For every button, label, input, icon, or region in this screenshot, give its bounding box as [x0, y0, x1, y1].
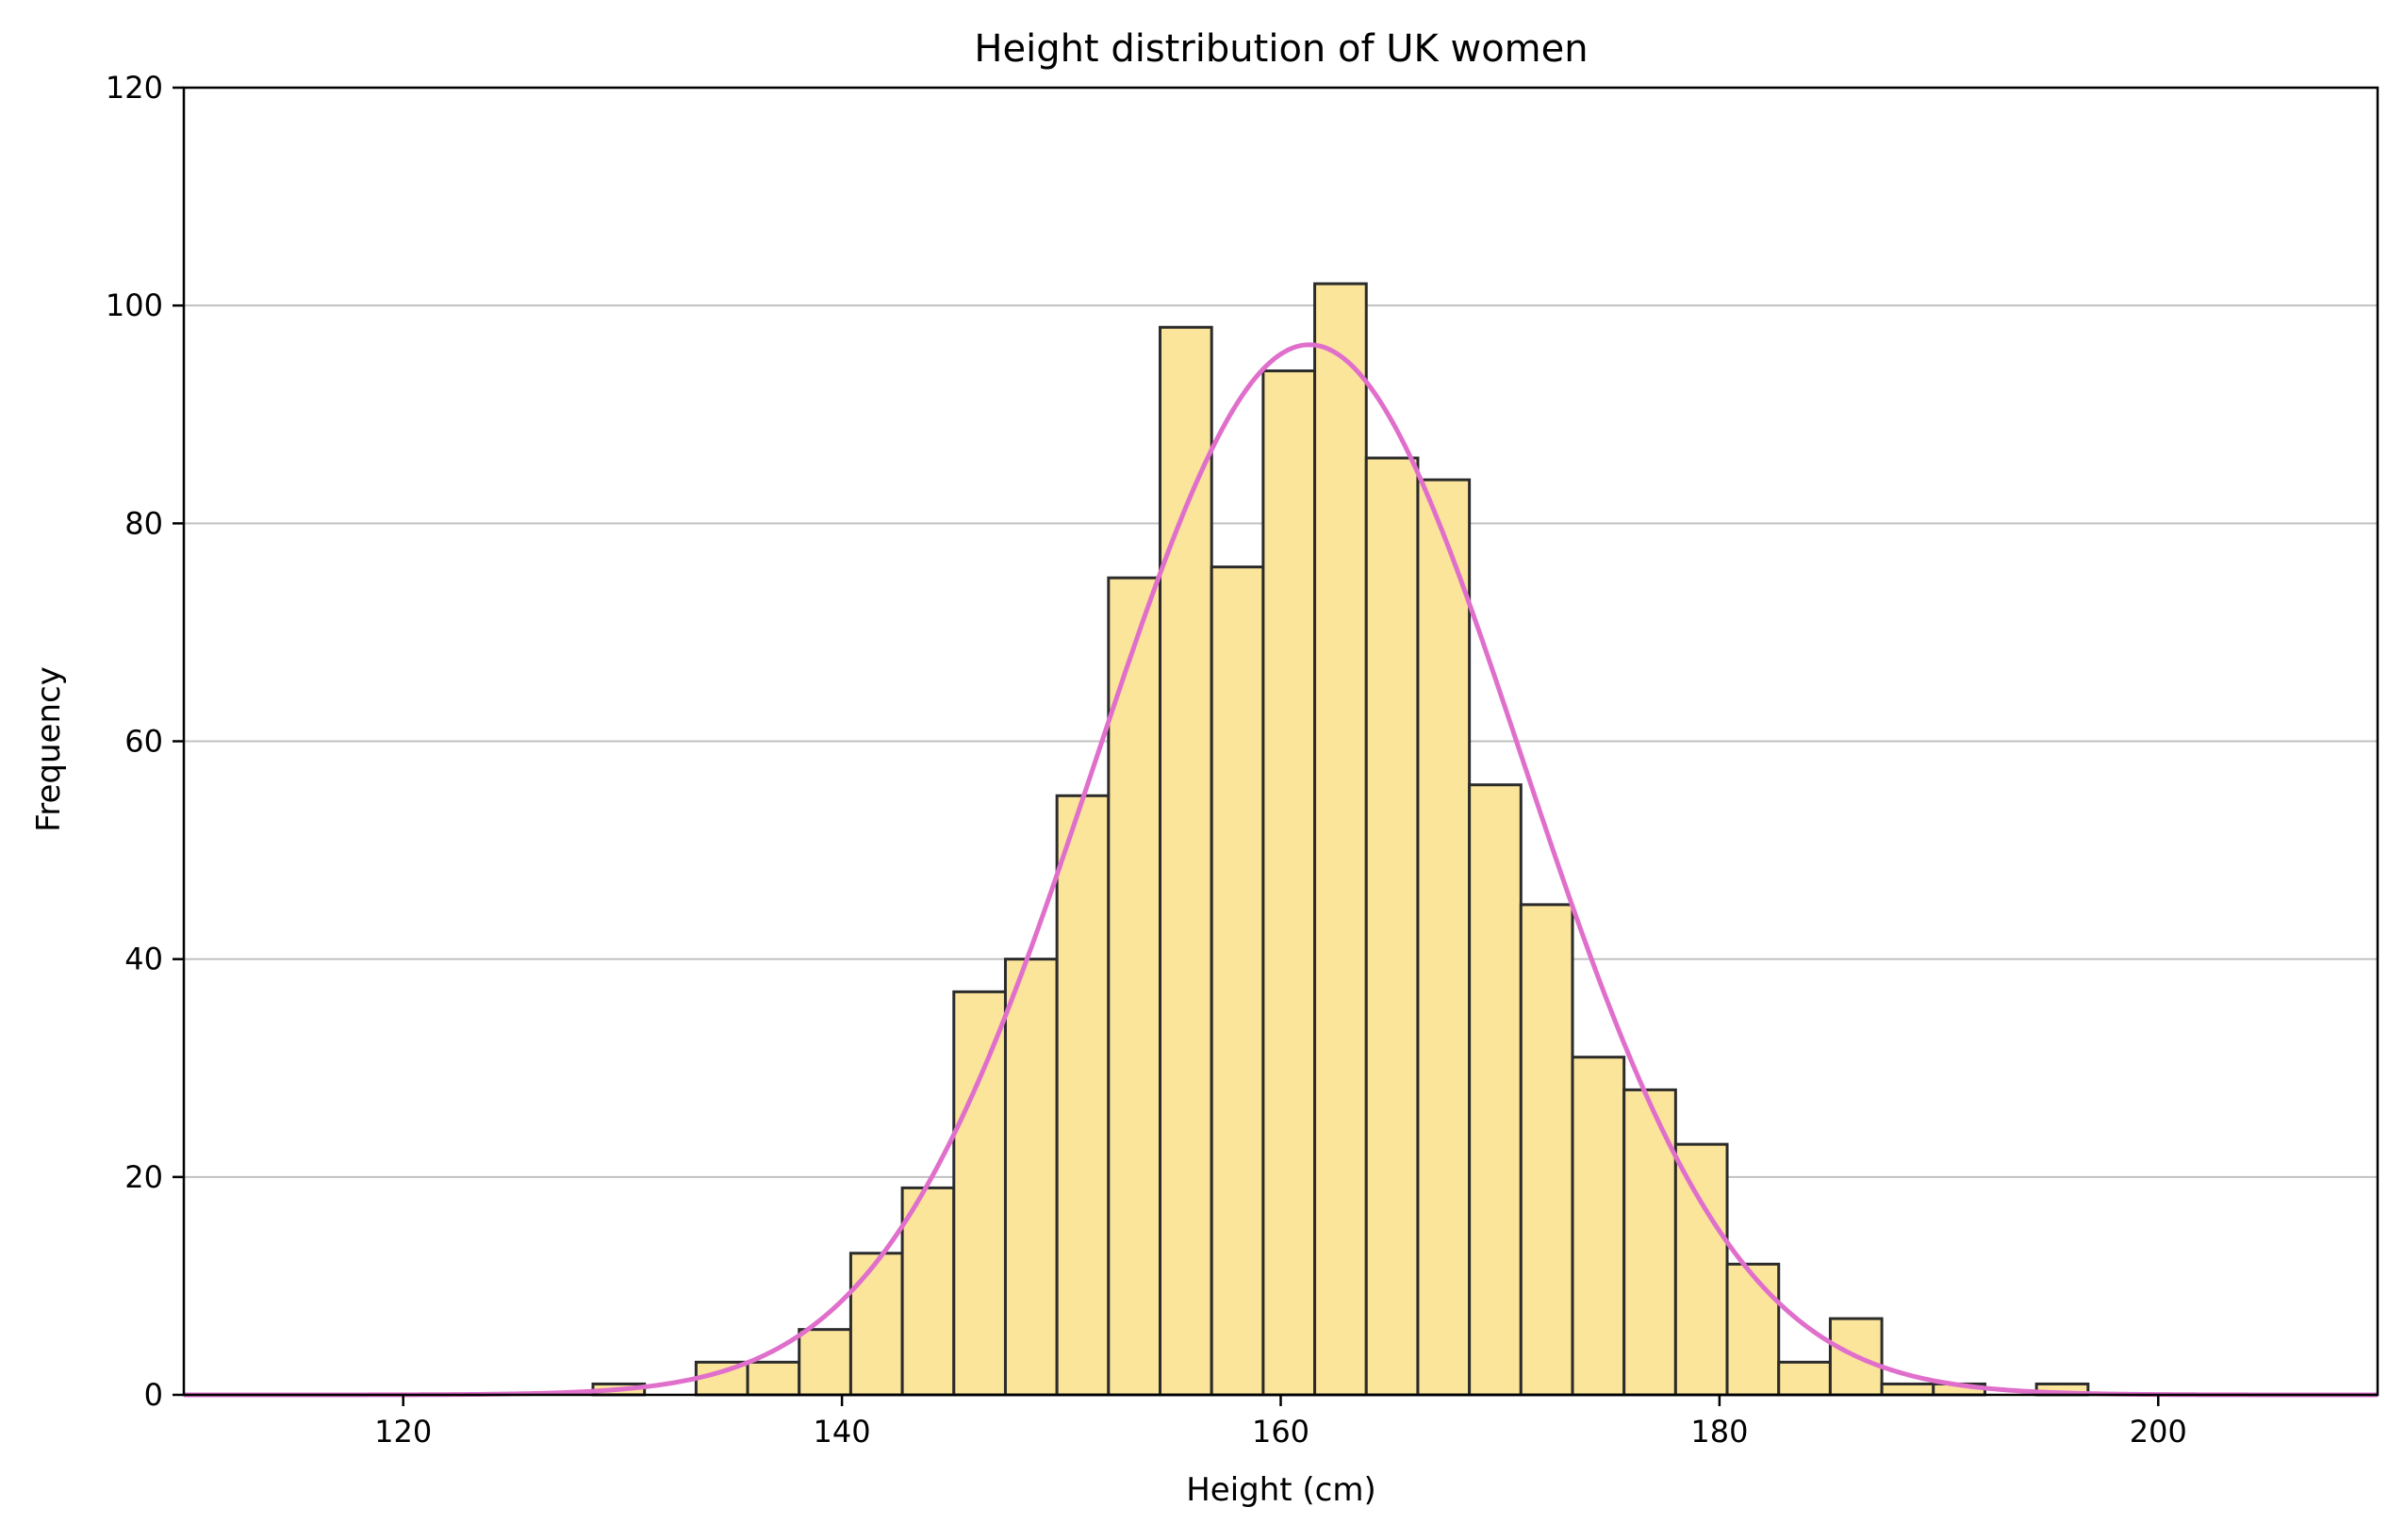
- y-tick-label: 100: [106, 287, 163, 323]
- histogram-bar: [1055, 794, 1111, 1397]
- x-tick-label: 140: [814, 1414, 871, 1450]
- histogram-bar: [1571, 1056, 1626, 1397]
- histogram-bar: [900, 1186, 956, 1397]
- y-tick-label: 60: [124, 724, 163, 760]
- x-tick-label: 200: [2130, 1414, 2187, 1450]
- y-tick-label: 20: [124, 1159, 163, 1195]
- x-tick-label: 180: [1690, 1414, 1748, 1450]
- histogram-bar: [1622, 1088, 1677, 1397]
- histogram-bar: [1210, 565, 1265, 1397]
- histogram-bar: [1777, 1360, 1832, 1397]
- y-axis-label: Frequency: [30, 666, 68, 832]
- y-tick-label: 80: [124, 505, 163, 541]
- y-tick-label: 40: [124, 942, 163, 977]
- histogram-bar: [798, 1328, 852, 1397]
- x-axis-ticks: 120 140 160 180 200: [374, 1395, 2187, 1450]
- histogram-bar: [1725, 1262, 1781, 1397]
- histogram-bar: [1107, 576, 1162, 1397]
- x-axis-label: Height (cm): [1186, 1471, 1376, 1509]
- y-tick-label: 120: [106, 70, 163, 106]
- histogram-bar: [1519, 903, 1574, 1397]
- histogram-bar: [1261, 369, 1317, 1397]
- y-tick-label: 0: [144, 1377, 163, 1413]
- histogram-bar: [848, 1252, 904, 1397]
- histogram-bar: [1673, 1142, 1729, 1397]
- histogram-bar: [1416, 478, 1472, 1397]
- y-axis-ticks: 0 20 40 60 80 100 120: [106, 70, 184, 1413]
- histogram-bar: [746, 1360, 801, 1397]
- normal-fit-curve: [184, 342, 2378, 1398]
- histogram-bar: [1364, 456, 1420, 1397]
- histogram-bar: [1003, 958, 1059, 1397]
- histogram-bar: [1159, 325, 1213, 1397]
- histogram-bar: [1468, 783, 1523, 1397]
- histogram-bar: [1880, 1382, 1935, 1397]
- histogram-bar: [1313, 282, 1368, 1397]
- x-tick-label: 160: [1252, 1414, 1309, 1450]
- x-tick-label: 120: [374, 1414, 432, 1450]
- chart-title: Height distribution of UK women: [974, 27, 1588, 71]
- histogram-bar: [952, 990, 1007, 1397]
